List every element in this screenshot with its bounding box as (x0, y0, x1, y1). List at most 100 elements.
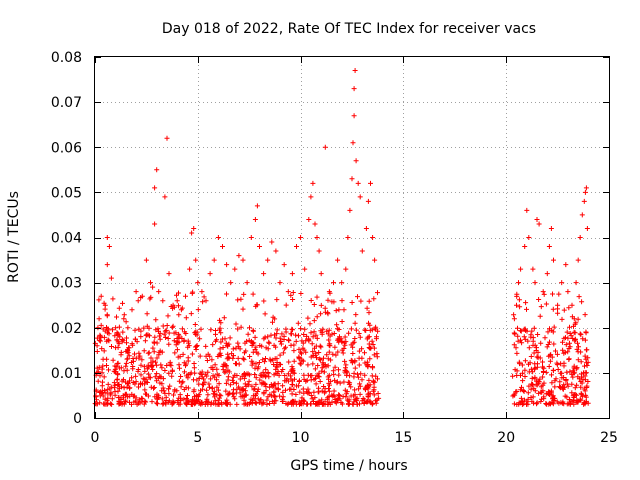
data-point (269, 383, 275, 389)
data-point (312, 395, 318, 401)
data-point (534, 354, 540, 360)
data-point (191, 377, 196, 383)
data-point (141, 364, 147, 370)
data-point (514, 293, 520, 299)
data-point (238, 324, 244, 330)
data-point (137, 353, 143, 359)
data-point (308, 330, 314, 336)
data-point (241, 397, 247, 403)
data-point (314, 372, 320, 378)
data-point (207, 271, 213, 277)
data-point (583, 185, 589, 191)
data-point (198, 372, 204, 377)
data-point (235, 297, 241, 303)
data-point (163, 394, 169, 400)
data-point (223, 364, 229, 370)
data-point (142, 387, 148, 393)
data-point (152, 221, 158, 227)
data-point (257, 244, 262, 249)
data-point (299, 357, 305, 363)
data-point (326, 394, 332, 399)
data-point (514, 302, 519, 308)
data-point (566, 357, 572, 362)
data-point (218, 339, 224, 345)
data-point (525, 390, 531, 396)
data-point (310, 353, 316, 359)
data-point (123, 348, 129, 354)
data-point (99, 346, 105, 352)
data-point (183, 331, 189, 336)
data-point (357, 383, 363, 389)
data-point (176, 378, 182, 384)
data-point (154, 167, 160, 173)
data-point (298, 235, 304, 240)
data-point (319, 331, 325, 337)
data-point (130, 380, 136, 385)
data-point (369, 338, 375, 344)
data-point (371, 345, 377, 351)
data-point (123, 398, 129, 404)
data-point (211, 400, 217, 406)
data-point (328, 357, 334, 363)
data-point (152, 334, 158, 340)
data-point (291, 348, 297, 354)
data-point (536, 390, 542, 396)
data-point (260, 357, 266, 363)
data-point (374, 334, 379, 340)
data-point (183, 361, 189, 367)
data-point (567, 397, 573, 403)
data-point (531, 400, 536, 406)
data-point (357, 391, 363, 397)
data-point (375, 376, 380, 382)
data-point (374, 354, 380, 360)
data-point (561, 363, 567, 369)
data-point (218, 393, 224, 399)
data-point (280, 394, 286, 400)
data-point (335, 349, 341, 355)
data-point (569, 302, 575, 308)
data-point (97, 373, 103, 379)
data-point (237, 376, 243, 382)
data-point (108, 275, 114, 281)
data-point (143, 376, 149, 382)
data-point (339, 280, 345, 286)
data-point (247, 325, 252, 331)
data-point (564, 401, 570, 407)
data-point (114, 314, 119, 320)
data-point (107, 392, 113, 398)
data-point (241, 357, 247, 363)
data-point (281, 262, 287, 268)
data-point (141, 325, 147, 331)
data-point (567, 340, 572, 346)
data-point (583, 392, 589, 398)
data-point (352, 336, 358, 341)
data-point (313, 381, 319, 387)
data-point (151, 385, 156, 391)
data-point (574, 366, 580, 372)
data-point (214, 392, 220, 398)
data-point (311, 389, 317, 395)
data-point (106, 244, 112, 249)
data-point (270, 319, 275, 325)
data-point (233, 380, 239, 386)
data-point (109, 401, 115, 407)
data-point (138, 381, 143, 387)
data-point (264, 397, 270, 403)
data-point (129, 341, 135, 347)
data-point (526, 345, 532, 351)
data-point (518, 395, 524, 401)
data-point (245, 382, 251, 388)
data-point (362, 327, 368, 333)
data-point (139, 399, 145, 405)
data-point (152, 394, 158, 400)
data-point (298, 326, 304, 332)
data-point (537, 313, 543, 319)
data-point (154, 355, 160, 361)
data-point (545, 329, 551, 335)
data-point (266, 339, 272, 345)
data-point (236, 344, 242, 350)
data-point (105, 381, 111, 387)
data-point (321, 363, 327, 369)
data-point (191, 226, 197, 231)
data-point (259, 343, 265, 349)
